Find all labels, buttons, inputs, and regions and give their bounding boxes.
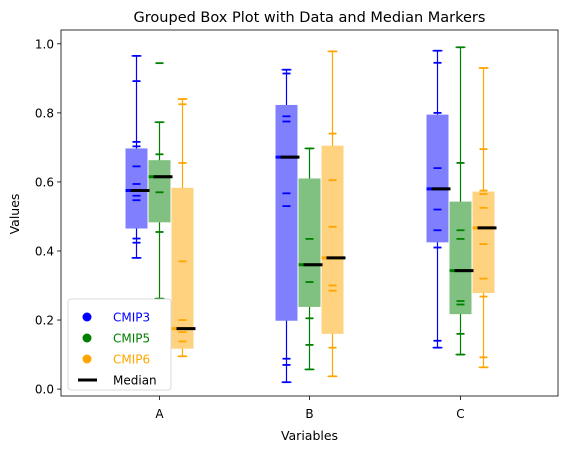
legend-box: [67, 298, 172, 391]
chart-title: Grouped Box Plot with Data and Median Ma…: [134, 10, 486, 26]
y-axis-label: Values: [7, 194, 22, 235]
x-axis-label: Variables: [281, 428, 338, 443]
box: [171, 187, 194, 349]
y-tick-label: 1.0: [35, 37, 54, 51]
legend-marker: [82, 354, 92, 364]
y-tick-label: 0.6: [35, 175, 54, 189]
box: [298, 178, 321, 307]
box: [125, 148, 148, 229]
y-tick-label: 0.0: [35, 383, 54, 397]
box: [148, 160, 171, 223]
box: [449, 201, 472, 315]
legend-marker: [82, 333, 92, 343]
y-tick-label: 0.8: [35, 106, 54, 120]
box: [426, 114, 449, 243]
plot-content: [125, 46, 497, 384]
legend-marker: [82, 312, 92, 322]
box: [275, 104, 298, 321]
x-tick-label: A: [155, 407, 164, 421]
x-axis-ticks: A B C: [155, 396, 465, 421]
y-tick-label: 0.2: [35, 314, 54, 328]
x-tick-label: B: [305, 407, 313, 421]
legend-label: Median: [113, 374, 157, 388]
x-tick-label: C: [456, 407, 464, 421]
legend-label: CMIP3: [113, 311, 150, 325]
y-axis-ticks: 0.0 0.2 0.4 0.6 0.8 1.0: [35, 37, 61, 397]
legend-label: CMIP6: [113, 353, 150, 367]
box: [472, 191, 495, 294]
legend: CMIP3 CMIP5 CMIP6 Median: [67, 298, 172, 391]
box: [321, 145, 344, 334]
legend-label: CMIP5: [113, 332, 150, 346]
y-tick-label: 0.4: [35, 244, 54, 258]
